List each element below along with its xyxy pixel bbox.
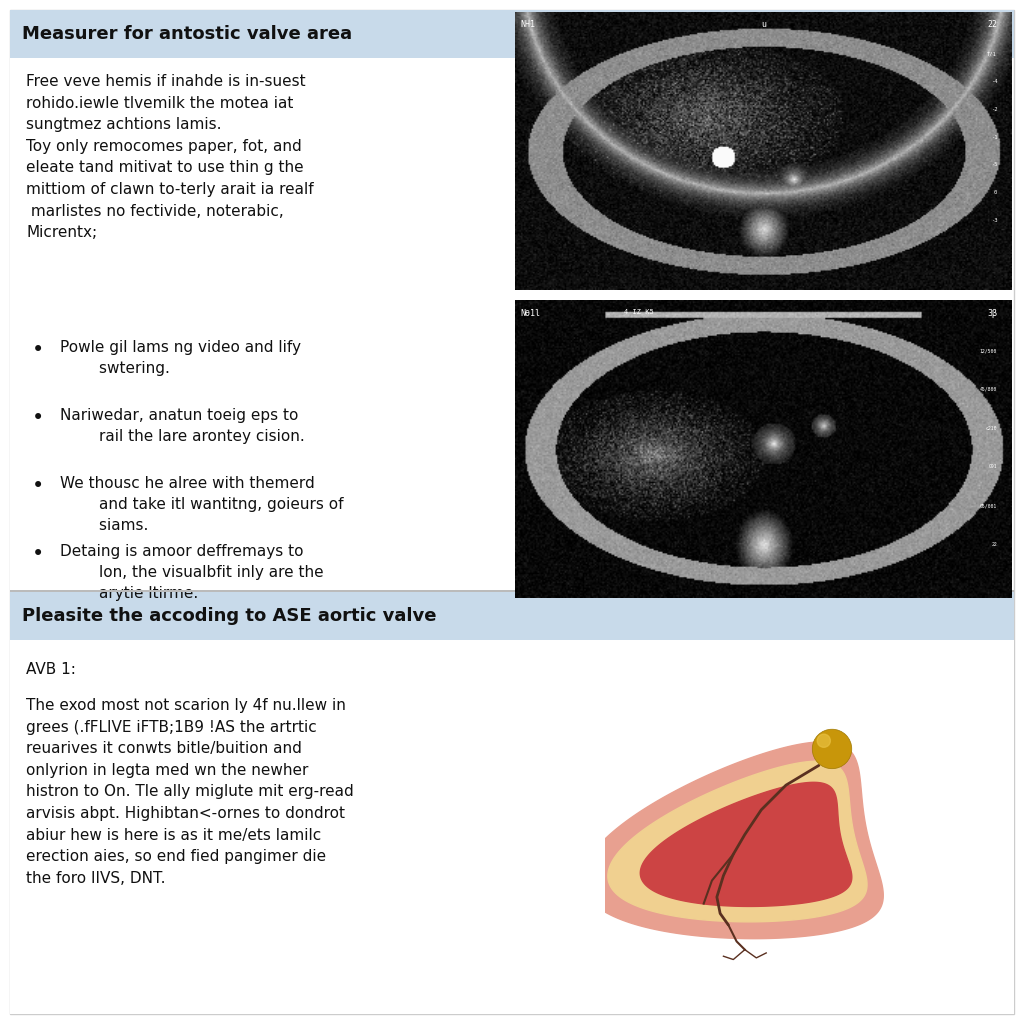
Text: -5: -5: [990, 163, 997, 167]
Text: 12/500: 12/500: [980, 348, 997, 353]
Text: c210: c210: [985, 426, 997, 431]
Bar: [10, 592, 1014, 640]
Text: T/1: T/1: [987, 51, 997, 56]
Text: We thousc he alree with themerd
        and take itl wantitng, goieurs of
      : We thousc he alree with themerd and take…: [60, 476, 343, 534]
Text: 05/001: 05/001: [980, 503, 997, 508]
Text: NH1: NH1: [520, 20, 535, 30]
Text: G91: G91: [988, 464, 997, 469]
Bar: [515, 12, 1012, 290]
Bar: [10, 58, 510, 590]
Text: u: u: [761, 20, 766, 30]
Text: -3: -3: [990, 218, 997, 223]
Text: Nθ1l: Nθ1l: [520, 309, 540, 317]
Text: 3β: 3β: [987, 309, 997, 317]
Text: •: •: [32, 408, 44, 428]
Text: Measurer for antostic valve area: Measurer for antostic valve area: [22, 25, 352, 43]
Bar: [10, 590, 1014, 592]
Text: The exod most not scarion ly 4f nu.llew in
grees (.fFLIVE iFTB;1B9 !AS the artrt: The exod most not scarion ly 4f nu.llew …: [26, 698, 353, 886]
Text: •: •: [32, 476, 44, 496]
Circle shape: [812, 729, 852, 769]
Text: 0: 0: [994, 190, 997, 196]
Text: 4 IZ K5: 4 IZ K5: [625, 309, 654, 315]
Bar: [10, 640, 1014, 1014]
Text: 22: 22: [991, 542, 997, 547]
Polygon shape: [608, 761, 867, 922]
Polygon shape: [640, 782, 852, 906]
Text: Free veve hemis if inahde is in-suest
rohido.iewle tlvemilk the motea iat
sungtm: Free veve hemis if inahde is in-suest ro…: [26, 74, 313, 241]
Text: 22: 22: [987, 20, 997, 30]
Polygon shape: [582, 741, 884, 939]
Text: Pleasite the accoding to ASE aortic valve: Pleasite the accoding to ASE aortic valv…: [22, 607, 436, 625]
Text: •: •: [32, 340, 44, 360]
Text: -1: -1: [990, 134, 997, 139]
Text: Nariwedar, anatun toeig eps to
        rail the lare arontey cision.: Nariwedar, anatun toeig eps to rail the …: [60, 408, 305, 444]
Text: Powle gil lams ng video and lify
        swtering.: Powle gil lams ng video and lify swterin…: [60, 340, 301, 376]
Text: AVB 1:: AVB 1:: [26, 662, 76, 677]
Text: 45/800: 45/800: [980, 387, 997, 392]
Text: •: •: [32, 544, 44, 564]
Circle shape: [817, 734, 830, 748]
Bar: [10, 10, 1014, 58]
Text: -2: -2: [990, 106, 997, 112]
Text: -4: -4: [990, 79, 997, 84]
Bar: [515, 300, 1012, 598]
Text: Detaing is amoor deffremays to
        lon, the visualbfit inly are the
        : Detaing is amoor deffremays to lon, the …: [60, 544, 324, 601]
